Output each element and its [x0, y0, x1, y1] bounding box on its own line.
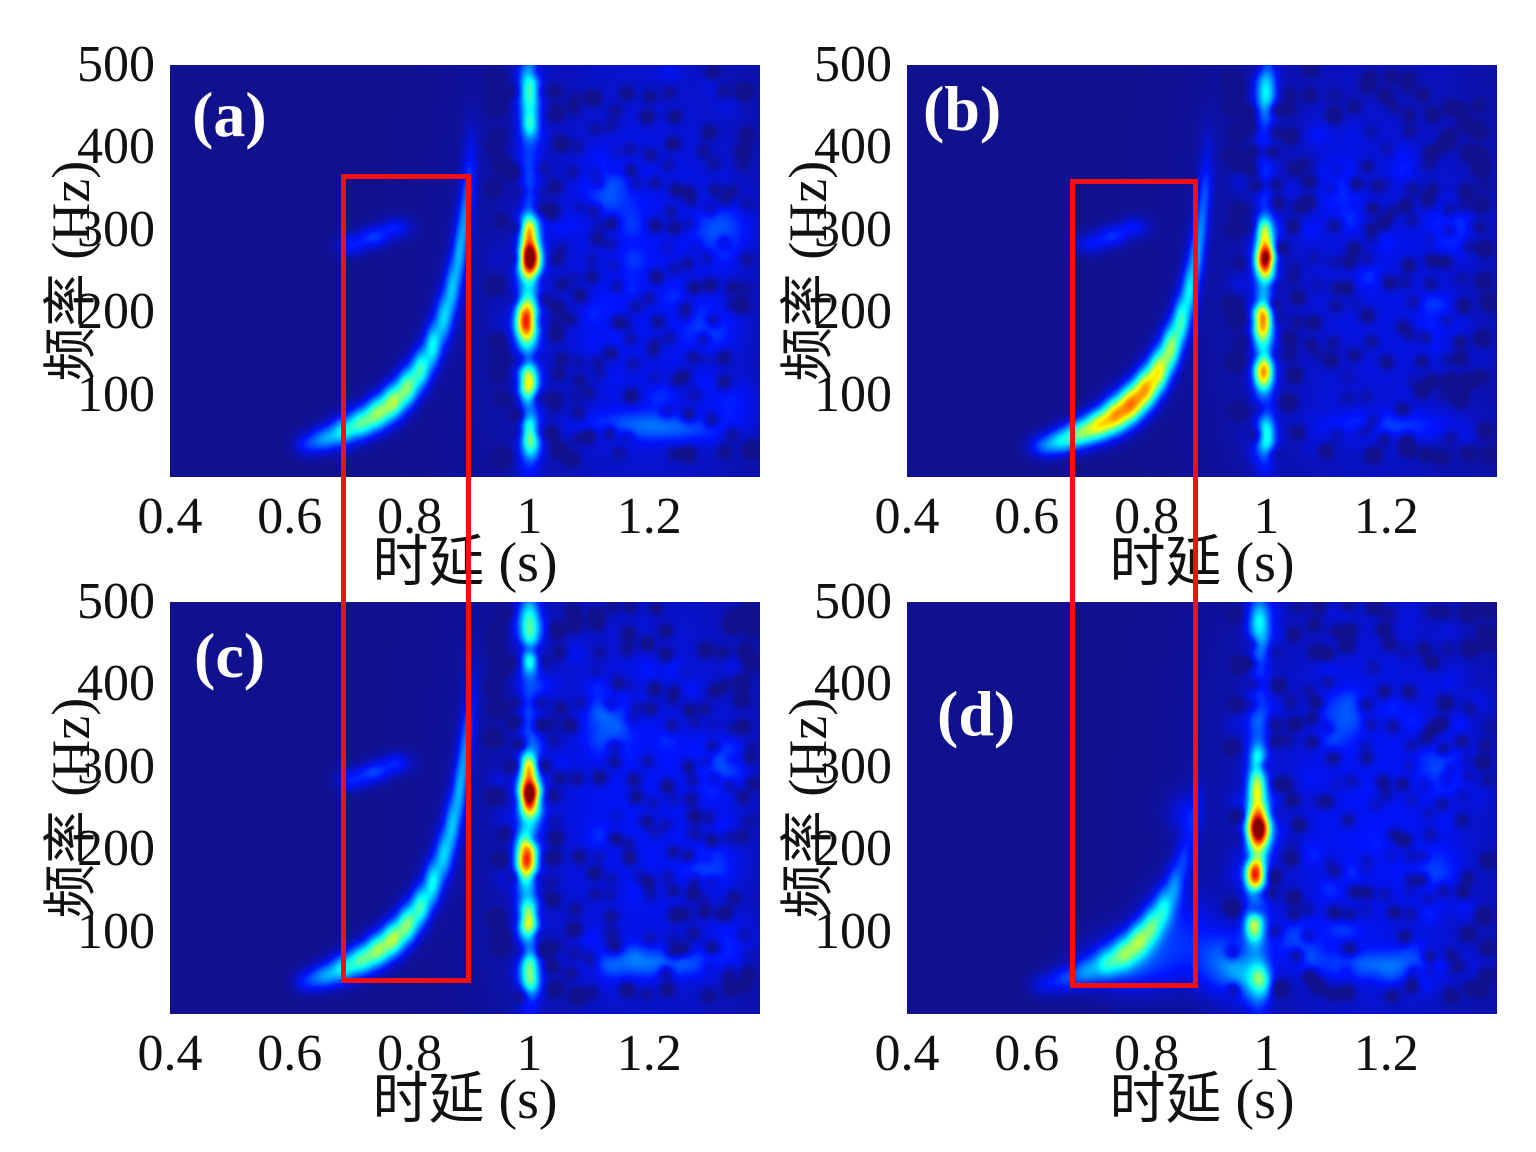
y-tick-label: 500 — [814, 573, 892, 630]
y-tick-label: 100 — [77, 365, 155, 423]
x-tick-label: 0.4 — [874, 488, 940, 545]
y-tick-label: 300 — [77, 200, 155, 258]
heatmap-canvas-d — [907, 602, 1497, 1014]
y-axis-label-b: 频率 (Hz) — [777, 160, 838, 382]
y-axis-label-c: 频率 (Hz) — [40, 697, 101, 919]
y-tick-label: 500 — [814, 36, 892, 93]
x-axis-label-c: 时延 (s) — [372, 1069, 558, 1131]
x-tick-label: 1 — [1253, 488, 1280, 545]
panel-letter-d: (d) — [937, 678, 1016, 749]
x-tick-label: 0.6 — [257, 1025, 323, 1082]
y-axis-label-d: 频率 (Hz) — [777, 697, 838, 919]
y-tick-label: 300 — [814, 200, 892, 258]
y-tick-label: 400 — [77, 655, 155, 713]
x-tick-label: 1.2 — [616, 488, 682, 545]
x-tick-label: 1.2 — [1353, 1025, 1419, 1082]
x-axis-label-b: 时延 (s) — [1109, 532, 1295, 594]
x-tick-label: 0.6 — [994, 1025, 1060, 1082]
x-tick-label: 0.6 — [257, 488, 323, 545]
spectrogram-plot-b: (b) — [907, 65, 1497, 477]
y-tick-label: 200 — [77, 283, 155, 341]
spectrogram-plot-d: (d) — [907, 602, 1497, 1014]
panel-letter-c: (c) — [194, 620, 266, 691]
x-axis-label-d: 时延 (s) — [1109, 1069, 1295, 1131]
y-tick-label: 100 — [77, 902, 155, 960]
y-tick-label: 200 — [814, 820, 892, 878]
y-tick-label: 400 — [77, 118, 155, 176]
y-tick-label: 300 — [77, 737, 155, 795]
highlight-box-right — [1070, 178, 1199, 988]
y-tick-label: 400 — [814, 118, 892, 176]
panel-letter-b: (b) — [923, 73, 1002, 144]
x-tick-label: 1 — [516, 1025, 543, 1082]
y-tick-label: 100 — [814, 365, 892, 423]
y-tick-label: 300 — [814, 737, 892, 795]
y-tick-label: 100 — [814, 902, 892, 960]
x-tick-label: 0.4 — [137, 488, 203, 545]
x-tick-label: 1 — [1253, 1025, 1280, 1082]
y-tick-label: 400 — [814, 655, 892, 713]
y-tick-label: 500 — [77, 573, 155, 630]
x-tick-label: 0.8 — [377, 1025, 443, 1082]
highlight-box-left — [340, 173, 471, 983]
y-tick-label: 200 — [814, 283, 892, 341]
x-tick-label: 1.2 — [616, 1025, 682, 1082]
x-tick-label: 1.2 — [1353, 488, 1419, 545]
x-tick-label: 0.4 — [137, 1025, 203, 1082]
heatmap-canvas-b — [907, 65, 1497, 477]
y-tick-label: 200 — [77, 820, 155, 878]
y-tick-label: 500 — [77, 36, 155, 93]
x-tick-label: 0.8 — [1114, 1025, 1180, 1082]
x-tick-label: 1 — [516, 488, 543, 545]
y-axis-label-a: 频率 (Hz) — [40, 160, 101, 382]
panel-letter-a: (a) — [192, 79, 267, 150]
x-tick-label: 0.4 — [874, 1025, 940, 1082]
